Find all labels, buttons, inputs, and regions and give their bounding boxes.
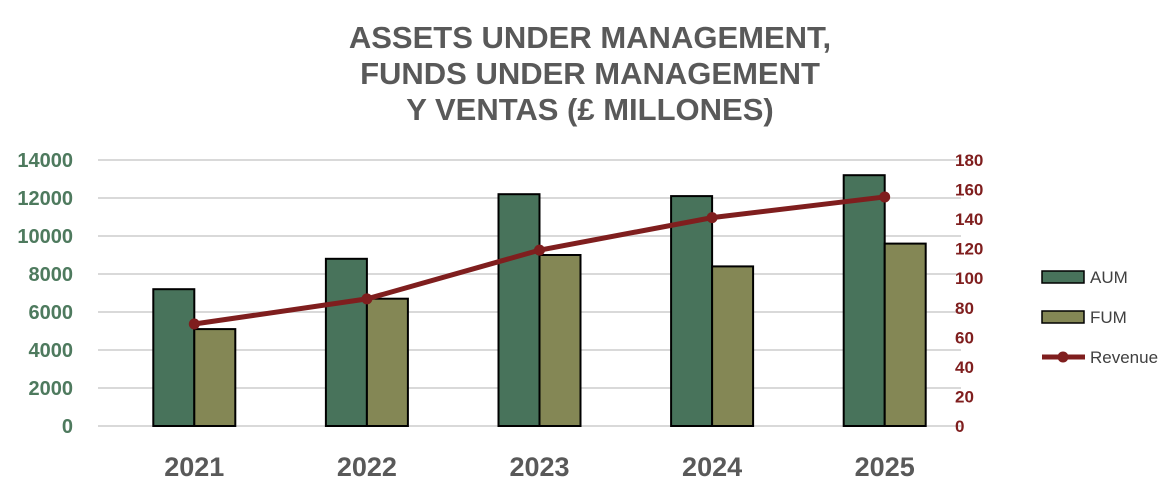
left-tick-label: 2000 bbox=[29, 378, 74, 400]
bar-fum-2022 bbox=[365, 297, 409, 428]
left-tick-label: 14000 bbox=[17, 150, 73, 172]
revenue-point-2022 bbox=[361, 293, 373, 305]
x-tick-label: 2025 bbox=[855, 452, 915, 482]
right-tick-label: 20 bbox=[955, 387, 974, 406]
left-tick-label: 12000 bbox=[17, 188, 73, 210]
x-tick-label: 2022 bbox=[337, 452, 397, 482]
revenue-point-2023 bbox=[534, 244, 545, 256]
right-tick-label: 60 bbox=[955, 328, 974, 347]
right-tick-label: 0 bbox=[955, 417, 964, 436]
legend: AUM FUM Revenue bbox=[1041, 268, 1158, 367]
right-tick-label: 180 bbox=[955, 151, 983, 170]
bar-aum-2025 bbox=[842, 174, 886, 427]
title-line-2: FUNDS UNDER MANAGEMENT bbox=[360, 56, 820, 91]
right-tick-label: 120 bbox=[955, 240, 983, 259]
right-tick-label: 40 bbox=[955, 358, 974, 377]
bars bbox=[152, 174, 927, 428]
legend-label-aum: AUM bbox=[1090, 268, 1128, 287]
left-tick-label: 6000 bbox=[29, 302, 74, 324]
left-axis: 0 2000 4000 6000 8000 10000 12000 14000 bbox=[17, 150, 73, 438]
bar-aum-2022 bbox=[324, 257, 368, 427]
left-tick-label: 10000 bbox=[17, 226, 73, 248]
revenue-line bbox=[188, 191, 891, 330]
revenue-point-2024 bbox=[706, 212, 718, 224]
bar-aum-2021 bbox=[152, 288, 196, 428]
legend-label-fum: FUM bbox=[1090, 308, 1127, 327]
legend-swatch-aum bbox=[1041, 270, 1085, 284]
bar-fum-2023 bbox=[538, 254, 582, 427]
x-tick-label: 2024 bbox=[682, 452, 742, 482]
bar-fum-2024 bbox=[711, 265, 755, 427]
legend-label-revenue: Revenue bbox=[1090, 348, 1158, 367]
bar-aum-2023 bbox=[497, 193, 541, 427]
bar-fum-2025 bbox=[883, 242, 927, 427]
left-tick-label: 4000 bbox=[29, 340, 74, 362]
right-tick-label: 80 bbox=[955, 299, 974, 318]
x-tick-label: 2023 bbox=[509, 452, 569, 482]
bar-aum-2024 bbox=[670, 195, 714, 427]
chart-title: ASSETS UNDER MANAGEMENT, FUNDS UNDER MAN… bbox=[349, 20, 831, 127]
legend-swatch-fum bbox=[1041, 310, 1085, 324]
revenue-point-2025 bbox=[879, 191, 891, 203]
right-tick-label: 160 bbox=[955, 181, 983, 200]
revenue-point-2021 bbox=[188, 318, 200, 330]
title-line-3: Y VENTAS (£ MILLONES) bbox=[406, 92, 773, 127]
x-tick-label: 2021 bbox=[164, 452, 224, 482]
left-tick-label: 0 bbox=[62, 416, 73, 438]
left-tick-label: 8000 bbox=[29, 264, 74, 286]
legend-swatch-revenue-marker bbox=[1057, 351, 1069, 363]
right-axis: 0 20 40 60 80 100 120 140 160 180 bbox=[955, 151, 983, 436]
right-tick-label: 140 bbox=[955, 210, 983, 229]
right-tick-label: 100 bbox=[955, 269, 983, 288]
title-line-1: ASSETS UNDER MANAGEMENT, bbox=[349, 20, 831, 55]
bar-fum-2021 bbox=[193, 328, 237, 428]
x-axis: 2021 2022 2023 2024 2025 bbox=[164, 452, 914, 482]
